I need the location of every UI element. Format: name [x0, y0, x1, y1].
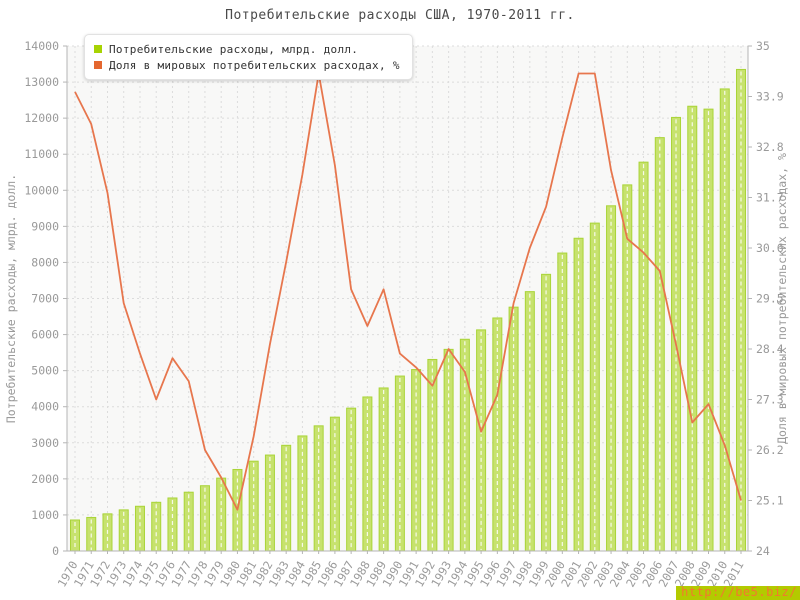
- right-axis-labels: 24 25.1 26.2 27.3 28.4 29.5 30.6 31.7 32.8 33.9 35: [748, 39, 784, 558]
- legend-line-marker-icon: [94, 61, 102, 69]
- svg-text:10000: 10000: [24, 183, 59, 197]
- svg-text:5000: 5000: [31, 364, 59, 378]
- right-axis-title: Доля в мировых потребительских расходах,…: [775, 153, 789, 444]
- svg-text:29.5: 29.5: [756, 292, 784, 306]
- bar-1973: [118, 509, 129, 552]
- svg-text:3000: 3000: [31, 436, 59, 450]
- chart-title: Потребительские расходы США, 1970-2011 г…: [225, 8, 575, 23]
- left-axis-title: Потребительские расходы, млрд. долл.: [4, 174, 18, 423]
- svg-text:6000: 6000: [31, 328, 59, 342]
- svg-text:32.8: 32.8: [756, 140, 784, 154]
- svg-text:2000: 2000: [31, 472, 59, 486]
- watermark-link[interactable]: http://be5.biz/: [676, 586, 800, 600]
- svg-text:26.2: 26.2: [756, 443, 784, 457]
- svg-text:24: 24: [756, 544, 770, 558]
- bar-2010: [719, 88, 730, 552]
- svg-text:30.6: 30.6: [756, 241, 784, 255]
- legend: Потребительские расходы, млрд. долл. Дол…: [84, 34, 413, 80]
- svg-text:27.3: 27.3: [756, 393, 784, 407]
- svg-text:33.9: 33.9: [756, 90, 784, 104]
- svg-text:31.7: 31.7: [756, 191, 784, 205]
- left-axis-labels: 0 1000 2000 3000 4000 5000 6000 7000 8000 9000 100…: [24, 39, 67, 558]
- bar-1977: [183, 491, 194, 552]
- legend-item-consumption: Потребительские расходы, млрд. долл.: [94, 41, 400, 57]
- legend-item-share: Доля в мировых потребительских расходах,…: [94, 57, 400, 73]
- svg-text:9000: 9000: [31, 219, 59, 233]
- share-line-series: [74, 72, 742, 511]
- bars-series: [70, 68, 746, 552]
- svg-text:1000: 1000: [31, 508, 59, 522]
- svg-text:4000: 4000: [31, 400, 59, 414]
- legend-item-label: Доля в мировых потребительских расходах,…: [109, 58, 400, 72]
- x-axis-labels: 1970197119721973197419751976197719781979…: [55, 551, 747, 589]
- svg-text:11000: 11000: [24, 147, 59, 161]
- svg-text:7000: 7000: [31, 292, 59, 306]
- svg-text:25.1: 25.1: [756, 494, 784, 508]
- legend-item-label: Потребительские расходы, млрд. долл.: [109, 42, 359, 56]
- svg-text:12000: 12000: [24, 111, 59, 125]
- legend-bar-marker-icon: [94, 45, 102, 53]
- svg-text:0: 0: [52, 544, 59, 558]
- svg-text:35: 35: [756, 39, 770, 53]
- svg-text:14000: 14000: [24, 39, 59, 53]
- svg-text:13000: 13000: [24, 75, 59, 89]
- svg-text:28.4: 28.4: [756, 342, 784, 356]
- bar-1991: [411, 369, 422, 552]
- svg-text:8000: 8000: [31, 255, 59, 269]
